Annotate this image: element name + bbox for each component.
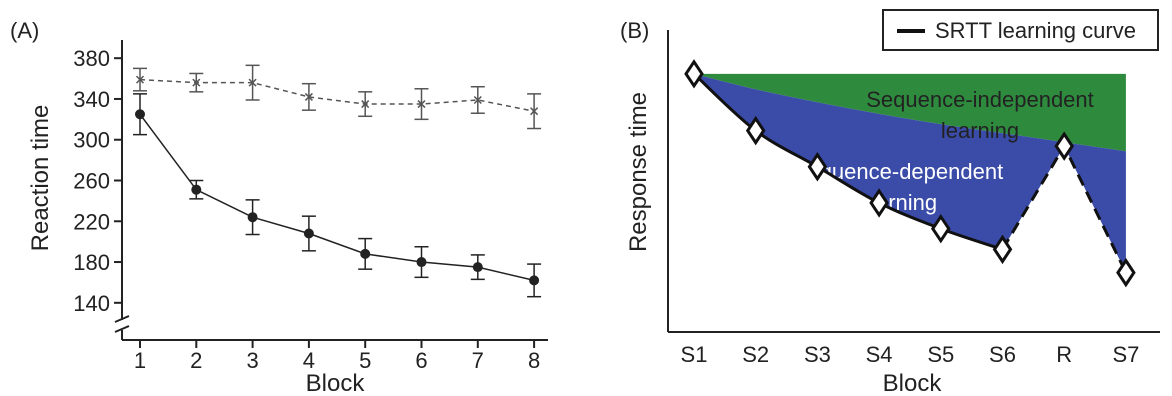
x-tick-label: S6	[989, 342, 1016, 367]
panel-a-axes: 140 180 220 260 300 340 380 1 2 3 4 5 6 7 8	[73, 40, 548, 373]
data-point	[247, 212, 258, 223]
data-point	[417, 100, 426, 109]
x-tick-label: S7	[1112, 342, 1139, 367]
data-point	[745, 115, 766, 146]
x-tick-label: S1	[681, 342, 708, 367]
series-line	[139, 113, 535, 282]
marker-stroke	[135, 75, 145, 84]
panel-a-label: (A)	[10, 18, 39, 43]
sequence-independent-label: Sequence-independent	[866, 87, 1094, 112]
marker-stroke	[530, 107, 539, 116]
panel-b-plot-area	[684, 59, 1136, 288]
x-tick-label: 5	[359, 348, 371, 373]
data-point	[930, 214, 951, 244]
data-point	[1116, 257, 1136, 288]
data-point	[869, 188, 889, 218]
x-tick-label: 8	[528, 348, 540, 373]
axis-break-mark	[114, 315, 130, 323]
data-point	[992, 234, 1013, 265]
data-point	[530, 107, 539, 116]
data-point	[192, 78, 201, 87]
data-point	[361, 100, 370, 109]
legend: SRTT learning curve	[882, 9, 1159, 51]
y-tick-label: 300	[73, 128, 110, 153]
x-tick-label: 1	[134, 348, 146, 373]
x-tick-label: S2	[742, 342, 769, 367]
data-point	[807, 152, 828, 182]
y-tick-label: 380	[73, 46, 110, 71]
data-point	[304, 92, 313, 101]
panel-b: (B) Response time Block Sequence-indepen…	[620, 9, 1160, 396]
legend-label: SRTT learning curve	[935, 18, 1136, 43]
panel-b-regions: Sequence-independentlearningSequence-dep…	[694, 73, 1126, 273]
x-tick-label: S3	[804, 342, 831, 367]
data-point	[472, 262, 483, 273]
x-tick-label: 6	[415, 348, 427, 373]
panel-b-label: (B)	[620, 18, 649, 43]
x-tick-label: 7	[472, 348, 484, 373]
axis-break-mark	[114, 325, 130, 333]
x-tick-label: 4	[303, 348, 315, 373]
x-tick-label: S4	[866, 342, 893, 367]
data-point	[191, 184, 202, 195]
data-point	[473, 95, 482, 105]
marker-stroke	[473, 95, 482, 105]
y-tick-label: 260	[73, 169, 110, 194]
marker-stroke	[304, 92, 313, 101]
data-point	[248, 78, 257, 87]
x-tick-label: 2	[190, 348, 202, 373]
panel-a-x-axis-title: Block	[306, 370, 366, 396]
panel-a-plot-area	[133, 64, 542, 298]
data-point	[416, 257, 427, 268]
y-tick-label: 180	[73, 250, 110, 275]
panel-a-y-axis-title: Reaction time	[27, 105, 54, 252]
sequence-independent-region	[694, 73, 1126, 152]
panel-a: (A) Reaction time Block 140 180 220 260 300 3…	[10, 18, 548, 396]
data-point	[135, 75, 145, 84]
y-tick-label: 140	[73, 291, 110, 316]
y-tick-label: 340	[73, 87, 110, 112]
marker-stroke	[192, 78, 201, 87]
sequence-independent-label: learning	[941, 118, 1019, 143]
x-tick-label: S5	[927, 342, 954, 367]
legend-box	[882, 9, 1159, 51]
data-point	[529, 275, 540, 286]
marker-stroke	[417, 100, 426, 109]
marker-stroke	[361, 100, 370, 109]
marker-stroke	[248, 78, 257, 87]
panel-b-axes: S1 S2 S3 S4 S5 S6 R S7	[667, 30, 1160, 367]
series-line	[139, 78, 535, 112]
panel-b-x-axis-title: Block	[883, 370, 943, 396]
data-point	[684, 59, 704, 89]
y-tick-label: 220	[73, 209, 110, 234]
data-point	[360, 248, 371, 259]
panel-b-y-axis-title: Response time	[625, 92, 652, 252]
x-tick-label: 3	[246, 348, 258, 373]
data-point	[135, 109, 145, 120]
data-point	[1054, 131, 1075, 161]
x-tick-label: R	[1056, 342, 1072, 367]
data-point	[303, 228, 314, 239]
